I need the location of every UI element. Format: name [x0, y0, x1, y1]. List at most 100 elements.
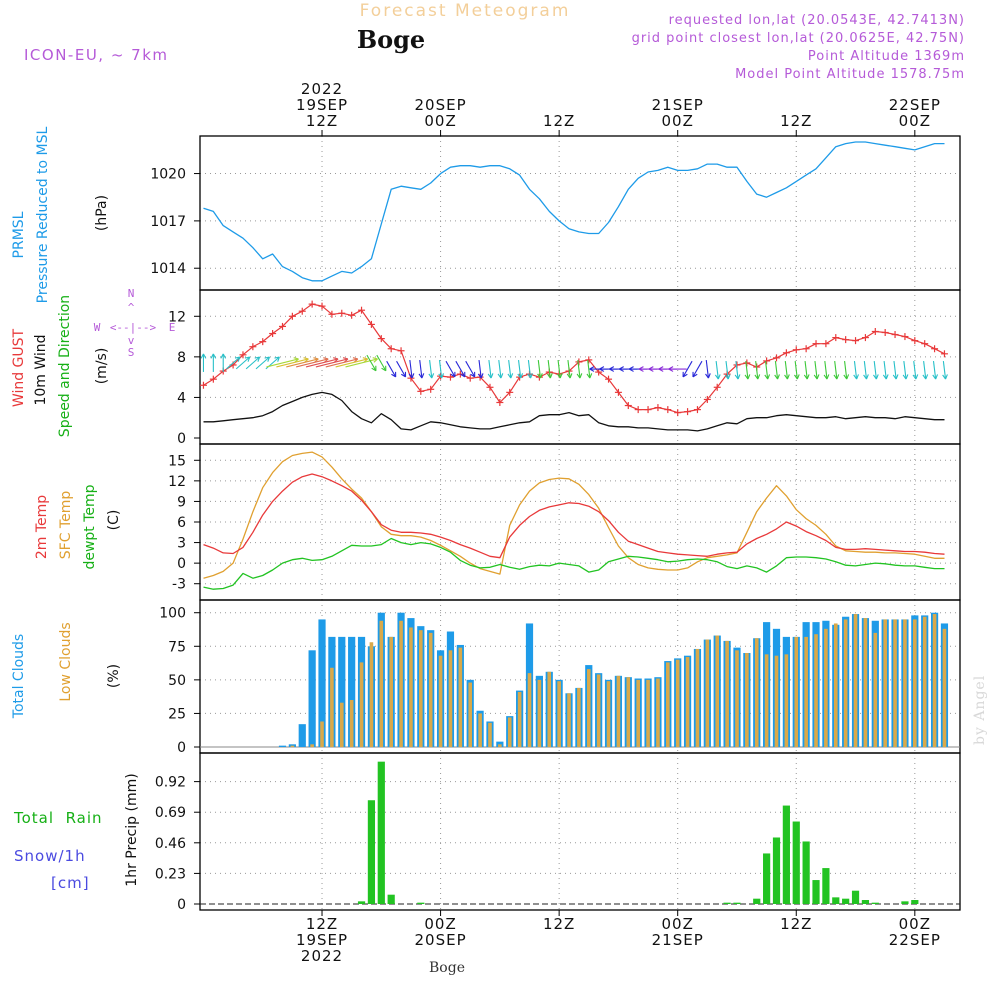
low-cloud-bar: [537, 679, 542, 747]
bottom-time-label: 00Z: [899, 915, 931, 933]
gust-marker: [684, 408, 692, 416]
gust-marker: [772, 354, 780, 362]
wind-arrow-head: [510, 373, 514, 379]
gust-marker: [278, 322, 286, 330]
wind-arrow-head: [210, 353, 214, 359]
gust-marker: [338, 309, 346, 317]
y-tick-label: 12: [168, 309, 186, 325]
wind-arrow-head: [619, 366, 624, 370]
panel-temp: -3 0 3 6 9 12 15: [168, 443, 961, 601]
wind-arrow: [902, 360, 909, 380]
clouds-low-label: Low Clouds: [58, 622, 74, 701]
wind-arrow: [386, 360, 397, 378]
wind-arrow-head: [754, 374, 759, 380]
wind-arrow: [892, 360, 899, 380]
rain-bar: [417, 902, 425, 904]
low-cloud-bar: [666, 662, 670, 747]
rain-bar: [377, 761, 385, 904]
gust-marker: [585, 356, 593, 364]
y-tick-label: 0: [177, 897, 186, 913]
wind-arrow-head: [549, 373, 553, 379]
top-time-label: 00Z: [424, 112, 456, 130]
rain-bar: [861, 900, 870, 904]
wind-arrow-head: [682, 373, 688, 378]
wind-arrow-head: [823, 374, 828, 380]
wind-arrow: [754, 360, 761, 380]
dewpt-line: [203, 537, 945, 590]
wind-arrow-shaft: [498, 359, 502, 379]
y-tick-label: 8: [177, 350, 186, 366]
wind-arrow-head: [569, 373, 573, 379]
low-cloud-bar: [626, 677, 631, 747]
compass-arrows: <--|-->: [110, 321, 157, 334]
wind-arrow-head: [932, 374, 937, 380]
wind-arrow-shaft: [465, 360, 476, 378]
wind-arrow-shaft: [419, 359, 423, 379]
compass-west: W: [94, 321, 101, 334]
wind-arrow-shaft: [682, 360, 693, 378]
watermark: by Angel: [972, 675, 988, 745]
wind-arrow-head: [873, 374, 877, 380]
rain-bar: [901, 901, 909, 904]
wind-arrow-shaft: [488, 359, 492, 379]
low-cloud-bar: [873, 632, 878, 747]
low-cloud-bar: [379, 620, 384, 747]
bottom-time-label: 19SEP: [296, 931, 348, 949]
wind-arrow: [245, 356, 261, 370]
wind-arrow: [853, 360, 859, 380]
total-cloud-bar: [318, 619, 326, 747]
wind-arrow: [823, 360, 830, 380]
gust-marker: [377, 335, 385, 343]
wind-arrow-head: [431, 373, 435, 379]
low-cloud-bar: [419, 630, 423, 747]
wind-arrow-head: [648, 368, 654, 372]
wind-arrow: [396, 360, 407, 378]
wind-arrow-head: [892, 374, 897, 380]
wind-arrow: [220, 353, 227, 372]
gust-marker: [427, 385, 435, 393]
wind-arrow: [863, 360, 869, 380]
wind-arrow-head: [342, 357, 349, 360]
low-cloud-bar: [507, 717, 512, 747]
wind-arrow: [438, 359, 445, 379]
wind-arrow-shaft: [276, 358, 309, 368]
gust-marker: [446, 373, 454, 381]
y-tick-label: 15: [168, 453, 186, 469]
wind-arrow-shaft: [527, 359, 532, 379]
wind-arrow-shaft: [913, 360, 917, 380]
wind-arrow-head: [757, 374, 761, 380]
gust-marker: [852, 337, 860, 345]
wind-arrow-shaft: [296, 358, 329, 368]
wind-arrow-shaft: [587, 359, 591, 379]
low-cloud-bar: [438, 655, 443, 747]
y-tick-label: 0.46: [155, 836, 186, 852]
wind-arrow: [744, 360, 751, 380]
wind-arrow-head: [589, 373, 593, 379]
low-cloud-bar: [794, 636, 799, 747]
wind-arrow: [724, 360, 731, 380]
wind-arrow: [586, 359, 593, 379]
wind-arrow: [255, 356, 271, 370]
wind-arrow-shaft: [804, 360, 808, 380]
gust-marker: [614, 388, 622, 396]
gust-marker: [832, 334, 840, 342]
pressure-unit: (hPa): [94, 195, 110, 231]
wind-arrow: [497, 359, 504, 379]
low-cloud-bar: [932, 614, 937, 747]
wind-arrow-head: [411, 373, 415, 379]
model-altitude: Model Point Altitude 1578.75m: [735, 67, 965, 82]
wind-arrow-head: [705, 373, 709, 379]
wind-arrow-shaft: [863, 360, 868, 380]
low-cloud-bar: [922, 616, 927, 747]
bottom-time-label: 21SEP: [652, 931, 704, 949]
low-cloud-bar: [685, 657, 690, 747]
wind-arrow: [445, 360, 456, 378]
wind-arrow-shaft: [814, 360, 818, 380]
wind-arrow-head: [274, 356, 280, 359]
wind-arrow: [566, 359, 573, 379]
gust-marker: [466, 374, 474, 382]
wind-arrow-shaft: [567, 359, 571, 379]
rain-bar: [753, 898, 761, 904]
low-cloud-bar: [596, 674, 601, 747]
